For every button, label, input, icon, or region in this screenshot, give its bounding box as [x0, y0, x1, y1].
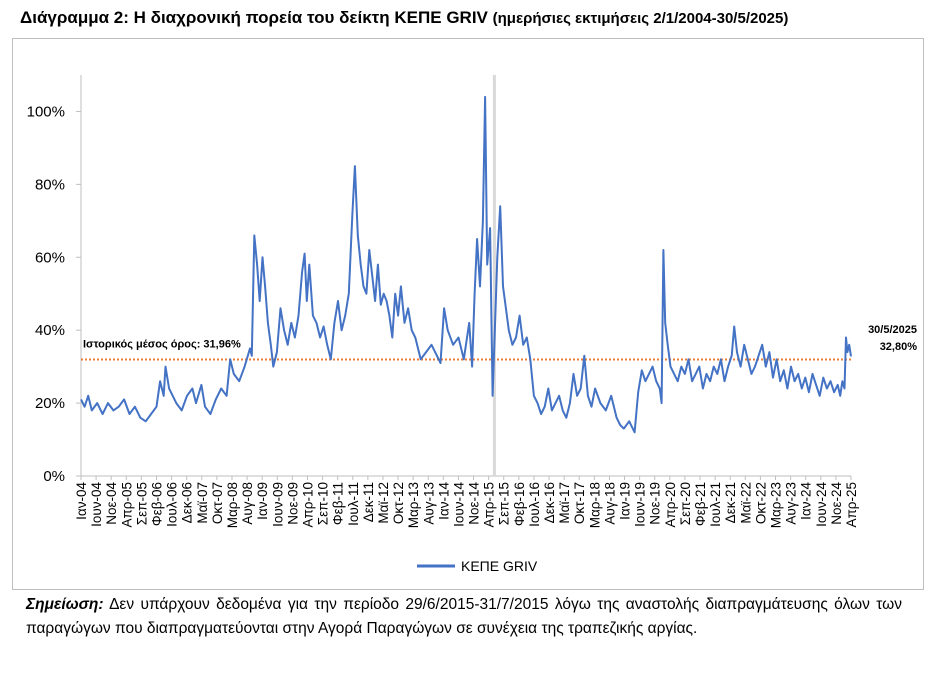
x-tick-label: Ιουλ-06: [165, 482, 180, 527]
x-tick-label: Απρ-20: [663, 482, 678, 528]
x-tick-label: Οκτ-17: [572, 482, 587, 524]
x-tick-label: Μαρ-08: [225, 482, 240, 528]
end-annotation-value: 32,80%: [880, 341, 918, 353]
x-tick-label: Μαϊ-12: [376, 482, 391, 524]
y-tick-label: 0%: [43, 468, 65, 485]
x-tick-label: Ιουν-24: [814, 482, 829, 527]
x-tick-label: Νοε-24: [829, 482, 844, 525]
x-tick-label: Σεπ-15: [497, 482, 512, 525]
x-tick-label: Μαϊ-22: [738, 482, 753, 524]
x-tick-label: Αυγ-13: [421, 482, 436, 525]
footnote: Σημείωση: Δεν υπάρχουν δεδομένα για την …: [26, 593, 902, 641]
x-tick-label: Νοε-19: [648, 482, 663, 525]
y-tick-label: 40%: [35, 322, 65, 339]
x-tick-label: Νοε-09: [285, 482, 300, 525]
x-tick-label: Αυγ-08: [240, 482, 255, 525]
x-tick-label: Αυγ-18: [602, 482, 617, 525]
x-tick-label: Μαρ-23: [769, 482, 784, 528]
footnote-label: Σημείωση:: [26, 596, 104, 613]
x-tick-label: Ιουν-04: [89, 482, 104, 527]
x-tick-label: Δεκ-16: [542, 482, 557, 523]
y-tick-label: 80%: [35, 176, 65, 193]
end-annotation-date: 30/5/2025: [868, 324, 917, 336]
y-tick-label: 60%: [35, 249, 65, 266]
x-tick-label: Ιουν-14: [451, 482, 466, 527]
x-tick-label: Ιαν-14: [436, 482, 451, 520]
chart-title-main: Διάγραμμα 2: Η διαχρονική πορεία του δεί…: [20, 8, 488, 27]
x-tick-label: Ιαν-19: [618, 482, 633, 520]
x-tick-label: Ιουλ-11: [346, 482, 361, 526]
x-tick-label: Σεπ-10: [316, 482, 331, 525]
x-tick-label: Δεκ-11: [361, 482, 376, 522]
x-tick-label: Απρ-25: [844, 482, 859, 528]
x-tick-label: Ιουν-19: [633, 482, 648, 527]
x-tick-label: Οκτ-12: [391, 482, 406, 524]
y-tick-label: 20%: [35, 395, 65, 412]
x-tick-label: Οκτ-07: [210, 482, 225, 524]
x-tick-label: Φεβ-16: [512, 482, 527, 526]
x-tick-label: Ιαν-09: [255, 482, 270, 520]
x-tick-label: Ιουλ-16: [527, 482, 542, 527]
y-tick-label: 100%: [27, 103, 65, 120]
x-tick-label: Ιαν-04: [74, 482, 89, 520]
x-tick-label: Αυγ-23: [784, 482, 799, 525]
x-tick-label: Νοε-04: [104, 482, 119, 525]
x-tick-label: Μαρ-18: [587, 482, 602, 528]
line-chart: Ιστορικός μέσος όρος: 31,96% Ιαν-04 Ιουν-…: [27, 75, 918, 574]
x-tick-label: Νοε-14: [467, 482, 482, 525]
footnote-text: Δεν υπάρχουν δεδομένα για την περίοδο 29…: [26, 596, 903, 637]
x-tick-label: Απρ-15: [482, 482, 497, 528]
x-tick-label: Φεβ-11: [331, 482, 346, 525]
x-tick-label: Απρ-05: [119, 482, 134, 528]
x-tick-label: Μαϊ-17: [557, 482, 572, 524]
x-tick-label: Δεκ-06: [180, 482, 195, 523]
average-line-label: Ιστορικός μέσος όρος: 31,96%: [83, 338, 241, 350]
chart-frame: Ιστορικός μέσος όρος: 31,96% Ιαν-04 Ιουν-…: [12, 38, 924, 590]
x-tick-label: Απρ-10: [300, 482, 315, 528]
chart-title: Διάγραμμα 2: Η διαχρονική πορεία του δεί…: [20, 8, 788, 28]
x-tick-label: Σεπ-20: [678, 482, 693, 525]
x-tick-label: Δεκ-21: [723, 482, 738, 523]
x-tick-label: Ιαν-24: [799, 482, 814, 520]
series-line: [80, 95, 852, 434]
x-tick-label: Ιουλ-21: [708, 482, 723, 527]
x-tick-label: Οκτ-22: [753, 482, 768, 524]
x-tick-label: Μαρ-13: [406, 482, 421, 528]
chart-title-sub: (ημερήσιες εκτιμήσεις 2/1/2004-30/5/2025…: [492, 10, 789, 27]
legend-label: ΚΕΠΕ GRIV: [461, 558, 538, 574]
x-tick-label: Ιουν-09: [270, 482, 285, 527]
x-tick-label: Φεβ-06: [149, 482, 164, 526]
x-tick-label: Φεβ-21: [693, 482, 708, 526]
x-tick-label: Μαϊ-07: [195, 482, 210, 524]
x-tick-label: Σεπ-05: [134, 482, 149, 525]
